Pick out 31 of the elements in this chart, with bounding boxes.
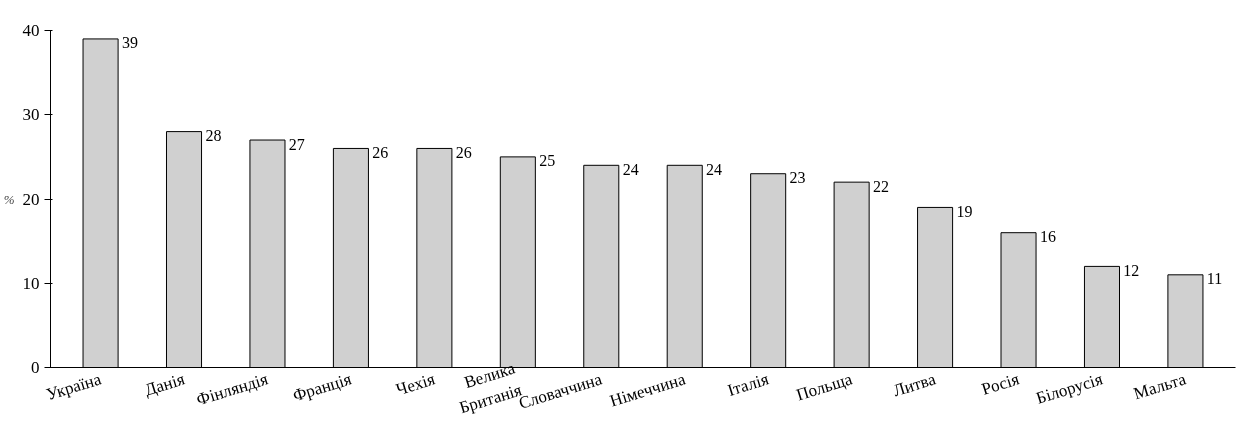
x-tick-label: Франція	[290, 369, 354, 406]
data-label: 11	[1206, 270, 1223, 288]
data-label: 27	[288, 135, 305, 153]
y-tick-label: 20	[22, 189, 40, 209]
y-tick-label: 0	[31, 358, 40, 377]
x-tick-label: Данія	[142, 369, 187, 400]
x-tick-label: Фінляндія	[194, 369, 271, 410]
data-label: 16	[1039, 228, 1056, 246]
x-tick-label: Італія	[725, 369, 772, 400]
data-label: 12	[1123, 261, 1140, 279]
y-axis-title: %	[3, 191, 15, 207]
data-label: 24	[706, 160, 723, 178]
x-tick-label: Литва	[890, 369, 939, 401]
data-label: 25	[539, 152, 556, 170]
data-label: 19	[956, 202, 973, 220]
x-tick-label: Чехія	[393, 369, 438, 400]
y-tick-label: 10	[22, 273, 40, 293]
y-tick-label: 30	[22, 105, 40, 125]
x-tick-label: Польща	[793, 369, 855, 405]
data-label: 23	[789, 169, 806, 187]
x-tick-label: Білорусія	[1033, 369, 1105, 408]
x-tick-label: Росія	[979, 369, 1022, 399]
x-tick-label: Мальта	[1131, 369, 1189, 404]
data-label: 24	[622, 160, 639, 178]
data-label: 39	[121, 34, 138, 52]
y-tick-label: 40	[22, 21, 40, 40]
x-tick-label: Україна	[44, 369, 104, 405]
data-label: 28	[205, 127, 222, 145]
data-label: 26	[372, 143, 389, 161]
data-label: 22	[872, 177, 889, 195]
data-label: 26	[455, 143, 472, 161]
